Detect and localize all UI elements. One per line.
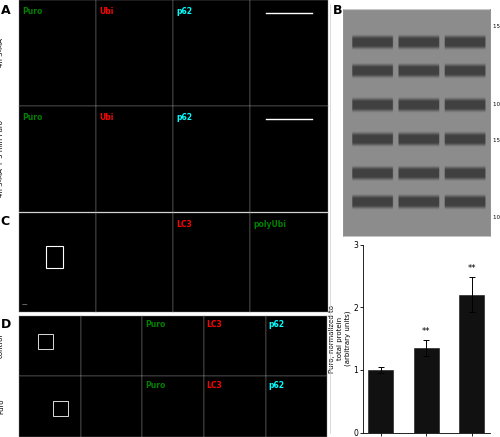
Text: Ubi: Ubi (99, 113, 114, 122)
Text: LC3: LC3 (206, 320, 222, 329)
Text: Puro: Puro (0, 399, 4, 414)
Text: LC3: LC3 (206, 381, 222, 389)
Text: A: A (0, 4, 10, 17)
Bar (459, 295, 484, 433)
Text: total protein
(coomassie): total protein (coomassie) (310, 161, 322, 197)
Text: p62: p62 (268, 381, 284, 389)
Text: D: D (0, 318, 11, 331)
Text: **: ** (422, 326, 430, 336)
Text: Ubi: Ubi (99, 7, 114, 17)
Bar (38, 334, 53, 349)
Text: 10 kDa: 10 kDa (493, 215, 500, 220)
Text: polyUbi: polyUbi (254, 220, 286, 229)
Text: Puro: Puro (145, 320, 165, 329)
Text: 10 kDa: 10 kDa (493, 102, 500, 107)
Text: **: ** (468, 264, 476, 273)
Text: 4h 3-MA + 5 min Puro: 4h 3-MA + 5 min Puro (0, 121, 4, 198)
Text: p62: p62 (268, 320, 284, 329)
Text: B: B (332, 4, 342, 17)
Bar (368, 370, 394, 433)
Bar (414, 348, 439, 433)
Text: 150 kDa: 150 kDa (493, 138, 500, 143)
Text: C: C (0, 215, 10, 229)
Bar (46, 246, 63, 268)
Text: control: control (0, 334, 4, 358)
Text: p62: p62 (176, 7, 192, 17)
Text: Puro: Puro (22, 7, 42, 17)
Text: —: — (22, 302, 28, 308)
Text: Puro: Puro (22, 113, 42, 122)
Text: 4h 3-MA: 4h 3-MA (0, 38, 4, 67)
Text: Puro: Puro (145, 381, 165, 389)
Text: Puro: Puro (314, 59, 318, 73)
Y-axis label: Puro, normalized to
total protein
(arbitrary units): Puro, normalized to total protein (arbit… (329, 305, 350, 373)
Text: 150 kDa: 150 kDa (493, 24, 500, 29)
Text: p62: p62 (176, 113, 192, 122)
Bar (53, 401, 68, 416)
Text: LC3: LC3 (176, 220, 192, 229)
